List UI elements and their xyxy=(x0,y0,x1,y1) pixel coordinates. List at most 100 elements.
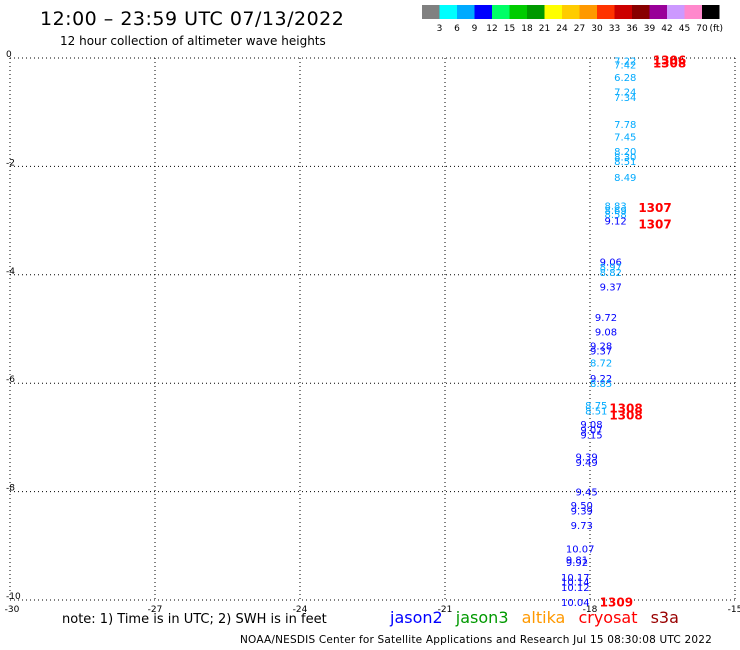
wave-height-label: 9.39 xyxy=(576,452,598,463)
colorbar-swatch xyxy=(474,5,492,19)
cycle-label: 1306 xyxy=(653,54,686,68)
x-tick-label: -15 xyxy=(728,605,740,615)
wave-height-label: 8.75 xyxy=(585,401,607,412)
x-tick-label: -18 xyxy=(583,605,598,615)
wave-height-label: 9.12 xyxy=(605,217,627,228)
cycle-label: 1307 xyxy=(638,201,671,215)
note-text: note: 1) Time is in UTC; 2) SWH is in fe… xyxy=(62,612,327,627)
wave-height-label: 10.07 xyxy=(566,545,595,556)
colorbar-swatch xyxy=(509,5,527,19)
wave-height-label: 9.49 xyxy=(576,458,598,469)
colorbar-legend: 3 6 9 12 15 18 21 24 27 30 33 36 39 42 45 70 (ft) xyxy=(422,5,723,34)
colorbar-tick-label: 27 xyxy=(574,24,585,34)
colorbar-tick-label: 33 xyxy=(609,24,620,34)
wave-height-label: 10.17 xyxy=(561,573,590,584)
wave-height-label: 7.24 xyxy=(614,88,636,99)
wave-height-label: 8.83 xyxy=(605,201,627,212)
colorbar-swatch xyxy=(527,5,545,19)
wave-height-label: 9.72 xyxy=(595,313,617,324)
colorbar-tick-label: 21 xyxy=(539,24,550,34)
colorbar-swatch xyxy=(649,5,667,19)
colorbar-swatch xyxy=(684,5,702,19)
wave-height-label: 8.72 xyxy=(590,359,612,370)
wave-height-label: 9.92 xyxy=(566,558,588,569)
wave-height-label: 8.51 xyxy=(614,157,636,168)
y-tick-label: -6 xyxy=(6,375,15,385)
colorbar-swatch xyxy=(492,5,510,19)
wave-height-label: 8.69 xyxy=(605,206,627,217)
colorbar-tick-label: 24 xyxy=(556,24,568,34)
wave-height-label: 9.39 xyxy=(571,507,593,518)
colorbar-tick-label: 18 xyxy=(521,24,533,34)
colorbar-tick-label: 36 xyxy=(626,24,638,34)
wave-height-label: 7.34 xyxy=(614,93,636,104)
wave-height-label: 9.50 xyxy=(571,501,593,512)
legend-s3a: s3a xyxy=(650,608,679,627)
colorbar-tick-label: 3 xyxy=(437,24,443,34)
colorbar-tick-label: 12 xyxy=(486,24,497,34)
colorbar-swatch xyxy=(597,5,615,19)
y-tick-label: -2 xyxy=(6,158,15,168)
colorbar-tick-label: 45 xyxy=(679,24,690,34)
colorbar-tick-label: 42 xyxy=(661,24,672,34)
colorbar-swatch xyxy=(562,5,580,19)
legend-jason2: jason2 xyxy=(390,608,443,627)
wave-height-label: 6.28 xyxy=(614,73,636,84)
legend-jason3: jason3 xyxy=(455,608,509,627)
wave-height-label: 8.20 xyxy=(614,147,636,158)
colorbar-swatch xyxy=(614,5,632,19)
wave-height-label: 7.45 xyxy=(614,133,636,144)
wave-height-label: 8.85 xyxy=(590,379,612,390)
wave-height-label: 9.81 xyxy=(566,555,588,566)
colorbar-swatch xyxy=(702,5,720,19)
wave-height-label: 10.14 xyxy=(561,578,590,589)
colorbar-tick-label: 15 xyxy=(504,24,515,34)
wave-height-label: 9.15 xyxy=(580,431,602,442)
y-tick-label: -4 xyxy=(6,267,15,277)
colorbar-tick-label: 6 xyxy=(454,24,460,34)
y-tick-label: -10 xyxy=(6,592,21,602)
wave-height-label: 9.06 xyxy=(600,257,622,268)
colorbar-swatch xyxy=(439,5,457,19)
wave-height-label: 8.49 xyxy=(614,173,636,184)
footer-credit: NOAA/NESDIS Center for Satellite Applica… xyxy=(240,634,713,646)
wave-height-label: 9.45 xyxy=(576,488,598,499)
colorbar-swatch xyxy=(422,5,440,19)
cycle-label: 1308 xyxy=(609,409,642,423)
wave-height-label: 9.73 xyxy=(571,521,593,532)
wave-height-label: 8.51 xyxy=(585,406,607,417)
colorbar-swatch xyxy=(457,5,475,19)
colorbar-unit: (ft) xyxy=(710,24,724,34)
cycle-label: 1308 xyxy=(653,56,686,70)
cycle-label: 1307 xyxy=(638,217,671,231)
colorbar-swatch xyxy=(579,5,597,19)
x-tick-label: -24 xyxy=(293,605,308,615)
chart-grid xyxy=(9,57,736,601)
chart-subtitle: 12 hour collection of altimeter wave hei… xyxy=(60,34,326,48)
wave-height-label: 7.78 xyxy=(614,120,636,131)
satellite-legend: jason2 jason3 altika cryosat s3a xyxy=(390,608,687,627)
chart-axes: -30 -27 -24 -21 -18 -15 0 -2 -4 -6 -8 -10 xyxy=(5,50,740,615)
colorbar-tick-label: 9 xyxy=(472,24,478,34)
x-tick-label: -30 xyxy=(5,605,20,615)
colorbar-swatch xyxy=(544,5,562,19)
colorbar-swatch xyxy=(632,5,650,19)
wave-height-label: 8.82 xyxy=(600,268,622,279)
wave-height-label: 9.07 xyxy=(580,425,602,436)
colorbar-tick-label: 70 xyxy=(696,24,708,34)
wave-height-label: 9.28 xyxy=(590,341,612,352)
legend-cryosat: cryosat xyxy=(578,608,638,627)
wave-height-label: 8.30 xyxy=(614,153,636,164)
x-tick-label: -27 xyxy=(148,605,163,615)
wave-height-label: 8.97 xyxy=(600,263,622,274)
legend-altika: altika xyxy=(521,608,566,627)
wave-height-label: 7.22 xyxy=(614,57,636,68)
cycle-label: 1309 xyxy=(600,596,633,610)
wave-height-label: 7.42 xyxy=(614,61,636,72)
wave-height-label: 9.08 xyxy=(595,328,617,339)
colorbar-swatch xyxy=(667,5,685,19)
wave-height-label: 9.37 xyxy=(600,283,622,294)
wave-height-label: 8.58 xyxy=(605,210,627,221)
